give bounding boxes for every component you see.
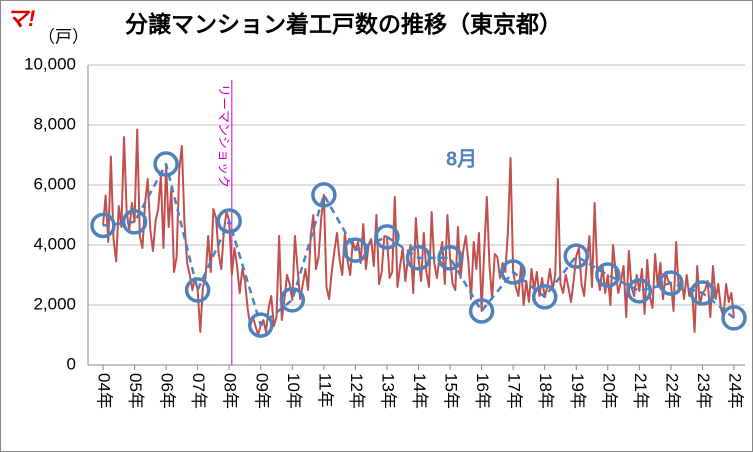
annotation: 8月 <box>446 148 477 170</box>
x-tick-label: 06年 <box>158 373 177 409</box>
x-tick-label: 12年 <box>347 373 366 409</box>
x-tick-label: 15年 <box>442 373 461 409</box>
marker <box>658 270 684 296</box>
marker <box>121 209 148 235</box>
marker <box>374 224 400 250</box>
series-line <box>102 162 735 327</box>
x-tick-label: 16年 <box>473 373 492 409</box>
x-tick-label: 09年 <box>252 373 271 409</box>
x-tick-label: 19年 <box>568 373 587 409</box>
marker <box>311 182 337 208</box>
x-tick-label: 05年 <box>126 373 145 409</box>
x-tick-label: 07年 <box>189 373 208 409</box>
y-tick-label: 0 <box>67 354 76 373</box>
x-tick-label: 17年 <box>505 373 524 409</box>
annotation: リーマンショック <box>216 84 231 188</box>
x-tick-label: 10年 <box>284 373 303 409</box>
y-tick-label: 8,000 <box>33 114 76 133</box>
marker <box>216 208 242 234</box>
marker <box>153 151 179 177</box>
marker <box>279 287 306 313</box>
marker <box>248 312 274 338</box>
marker <box>500 259 526 285</box>
logo: マ! <box>6 6 35 31</box>
x-tick-label: 20年 <box>599 373 618 409</box>
chart-title: 分譲マンション着工戸数の推移（東京都） <box>125 11 562 37</box>
x-tick-label: 21年 <box>631 373 650 409</box>
marker <box>405 245 432 271</box>
marker <box>531 284 558 310</box>
marker <box>184 277 211 303</box>
y-tick-label: 2,000 <box>33 294 76 313</box>
x-tick-label: 14年 <box>410 373 429 409</box>
marker <box>721 305 747 331</box>
marker <box>437 245 463 271</box>
x-tick-label: 04年 <box>95 373 114 409</box>
x-tick-label: 23年 <box>694 373 713 409</box>
y-tick-label: 4,000 <box>33 234 76 253</box>
marker <box>468 298 495 324</box>
marker <box>689 280 716 306</box>
x-tick-label: 24年 <box>726 373 745 409</box>
x-tick-label: 11年 <box>315 373 334 408</box>
x-tick-label: 18年 <box>536 373 555 409</box>
x-tick-label: 08年 <box>221 373 240 409</box>
y-tick-label: 10,000 <box>24 54 76 73</box>
x-tick-label: 13年 <box>378 373 397 409</box>
marker <box>563 243 589 269</box>
marker <box>342 237 369 263</box>
marker <box>90 212 116 239</box>
marker <box>626 278 653 304</box>
y-tick-label: 6,000 <box>33 174 76 193</box>
marker <box>595 262 621 288</box>
x-tick-label: 22年 <box>662 373 681 409</box>
y-axis-label: （戸） <box>38 27 89 46</box>
